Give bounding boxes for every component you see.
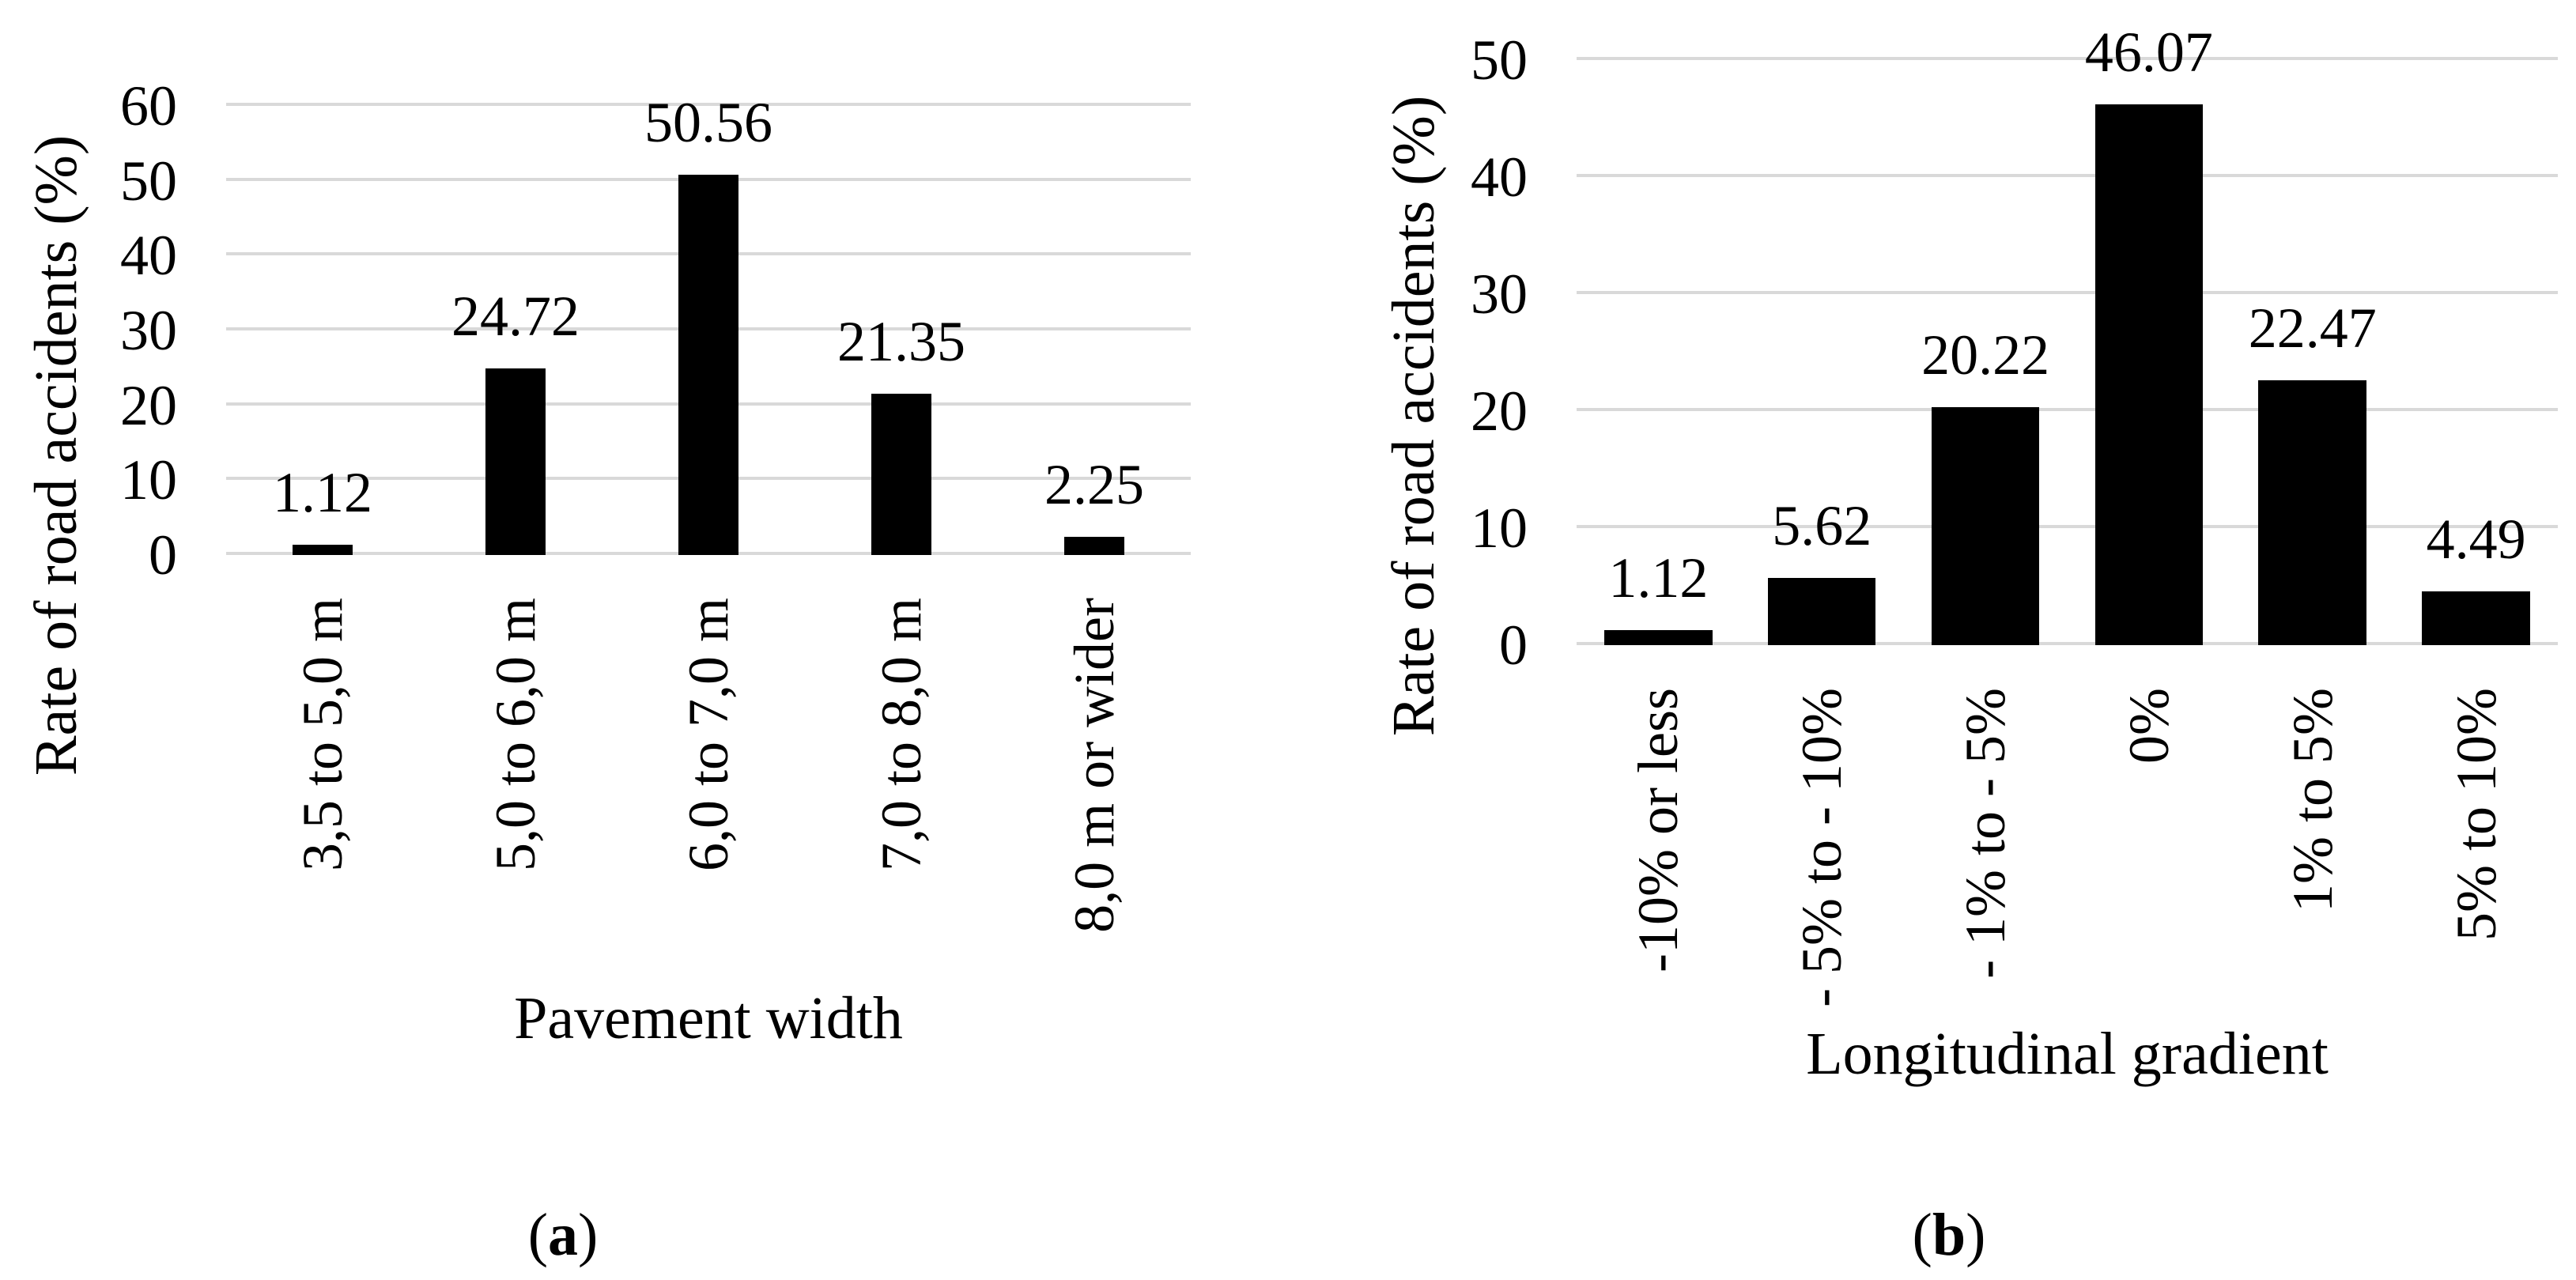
- value-label-5: 4.49: [2426, 507, 2526, 571]
- chart-b-x-axis-title: Longitudinal gradient: [1806, 1021, 2329, 1087]
- y-tick-label-0: 0: [149, 523, 177, 587]
- value-label-1: 24.72: [451, 284, 580, 348]
- value-label-3: 46.07: [2084, 21, 2213, 85]
- y-tick-label-30: 30: [1471, 262, 1528, 326]
- x-category-label-0: -10% or less: [1626, 688, 1690, 972]
- value-label-3: 21.35: [837, 309, 965, 373]
- y-tick-label-60: 60: [120, 74, 177, 138]
- value-label-0: 1.12: [273, 461, 372, 525]
- chart-b-caption: (b): [1854, 1205, 2044, 1265]
- caption-open-paren: (: [1912, 1202, 1932, 1268]
- bar-2: [678, 175, 738, 555]
- gridline-0: [1577, 642, 2558, 645]
- y-tick-label-10: 10: [120, 448, 177, 512]
- value-label-0: 1.12: [1608, 546, 1709, 610]
- y-tick-label-30: 30: [120, 299, 177, 362]
- gridline-60: [226, 103, 1191, 106]
- x-category-label-4: 1% to 5%: [2280, 688, 2344, 912]
- caption-close-paren: ): [578, 1202, 599, 1268]
- y-tick-label-40: 40: [120, 224, 177, 288]
- bar-0: [293, 545, 353, 555]
- gridline-50: [1577, 57, 2558, 60]
- x-category-label-2: - 1% to - 5%: [1954, 688, 2018, 979]
- bar-1: [1767, 577, 1876, 645]
- x-category-2: - 1% to - 5%: [1904, 688, 2068, 1210]
- y-tick-label-0: 0: [1499, 614, 1528, 677]
- value-label-4: 2.25: [1044, 452, 1144, 516]
- y-tick-label-50: 50: [120, 149, 177, 213]
- x-category-5: 5% to 10%: [2394, 688, 2558, 1210]
- y-tick-label-50: 50: [1471, 28, 1528, 92]
- x-category-0: -10% or less: [1577, 688, 1740, 1210]
- bar-4: [2258, 380, 2366, 645]
- x-category-label-3: 0%: [2117, 688, 2181, 764]
- caption-letter: a: [548, 1202, 578, 1268]
- caption-close-paren: ): [1966, 1202, 1986, 1268]
- y-tick-label-20: 20: [120, 373, 177, 437]
- y-tick-label-10: 10: [1471, 497, 1528, 560]
- bar-4: [1064, 536, 1124, 555]
- bar-1: [485, 368, 546, 555]
- x-category-4: 1% to 5%: [2230, 688, 2394, 1210]
- bar-3: [871, 393, 931, 555]
- y-tick-label-40: 40: [1471, 145, 1528, 209]
- x-category-label-1: - 5% to - 10%: [1790, 688, 1854, 1007]
- caption-open-paren: (: [527, 1202, 548, 1268]
- bar-2: [1931, 406, 2040, 645]
- x-category-1: - 5% to - 10%: [1740, 688, 1904, 1210]
- gridline-20: [1577, 408, 2558, 411]
- gridline-30: [1577, 291, 2558, 294]
- value-label-2: 50.56: [644, 91, 772, 155]
- bar-0: [1604, 630, 1713, 645]
- x-category-label-5: 5% to 10%: [2444, 688, 2508, 941]
- bar-5: [2422, 591, 2530, 645]
- bar-3: [2094, 104, 2204, 645]
- chart-a-caption: (a): [468, 1205, 658, 1265]
- gridline-10: [1577, 525, 2558, 528]
- caption-letter: b: [1932, 1202, 1966, 1268]
- value-label-1: 5.62: [1772, 493, 1872, 557]
- gridline-40: [1577, 174, 2558, 177]
- y-tick-label-20: 20: [1471, 379, 1528, 443]
- value-label-4: 22.47: [2248, 296, 2377, 361]
- chart-a-x-axis-title: Pavement width: [514, 985, 903, 1052]
- x-category-3: 0%: [2068, 688, 2231, 1210]
- value-label-2: 20.22: [1921, 323, 2050, 387]
